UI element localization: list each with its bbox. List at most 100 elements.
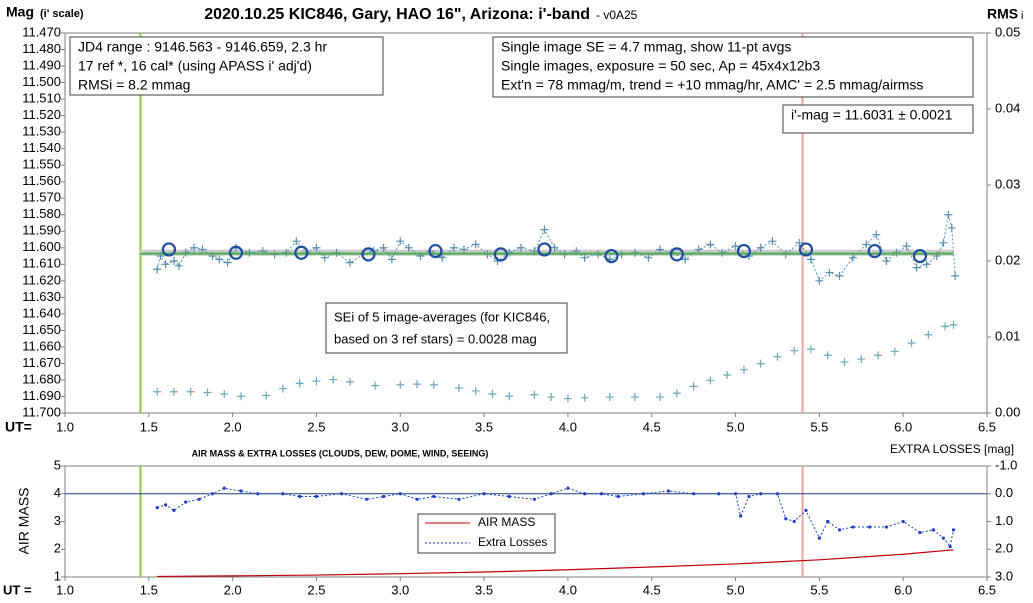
point (210, 492, 215, 496)
y-tick-label: 11.600 (22, 239, 61, 254)
annotation-box (492, 36, 974, 98)
point (948, 544, 952, 549)
y2-tick-label: 0.00 (995, 404, 1020, 419)
average-point (537, 242, 552, 257)
y2-tick-label: 0.02 (995, 252, 1020, 267)
average-point (867, 243, 882, 259)
annotation-text: RMSi = 8.2 mmag (78, 77, 190, 93)
series-line (157, 549, 954, 578)
point (768, 237, 777, 246)
point (641, 492, 645, 496)
x-tick-label: 5.0 (727, 419, 745, 434)
point (320, 253, 329, 262)
point (857, 355, 866, 364)
point (837, 528, 842, 532)
point (345, 258, 354, 267)
point (172, 508, 176, 512)
point (312, 377, 321, 386)
x-tick-label: 6.5 (978, 419, 996, 434)
point (371, 381, 380, 390)
y-tick-label: 1 (54, 568, 61, 583)
chart-title: AIR MASS & EXTRA LOSSES (CLOUDS, DEW, DO… (192, 448, 489, 458)
point (222, 486, 226, 490)
point (901, 519, 905, 524)
annotation-text: JD4 range : 9146.563 - 9146.659, 2.3 hr (78, 39, 327, 55)
x-tick-label: 2.0 (224, 419, 242, 434)
point (295, 379, 304, 388)
point (882, 257, 891, 265)
average-point (912, 248, 928, 264)
point (505, 392, 514, 401)
point (163, 503, 168, 507)
point (198, 245, 207, 254)
x-tick-label: 4.0 (559, 582, 577, 597)
y-tick-label: 11.560 (22, 173, 61, 188)
x-axis-label: UT= (5, 419, 32, 435)
average-point (493, 247, 508, 262)
point (566, 486, 570, 490)
point (848, 253, 857, 262)
point (907, 339, 916, 348)
average-point (294, 245, 309, 260)
annotation-box (325, 302, 568, 354)
x-tick-label: 3.0 (391, 419, 409, 434)
point (482, 492, 486, 496)
point (826, 519, 830, 524)
point (949, 320, 958, 329)
y2-tick-label: 2.0 (995, 541, 1013, 556)
point (823, 351, 832, 360)
point (329, 375, 338, 384)
point (153, 387, 162, 396)
x-tick-label: 5.5 (810, 582, 828, 597)
y-tick-label: 11.530 (22, 124, 61, 139)
point (951, 528, 956, 532)
point (825, 268, 834, 277)
y2-tick-label: -1.0 (995, 457, 1017, 472)
chart-title: 2020.10.25 KIC846, Gary, HAO 16", Arizon… (204, 6, 590, 23)
y-tick-label: 11.500 (22, 74, 61, 89)
y-tick-label: 11.570 (22, 190, 61, 205)
average-point (228, 245, 244, 260)
y2-axis-label: RMS (987, 6, 1018, 22)
annotation-text: Single image SE = 4.7 mmag, show 11-pt a… (501, 39, 791, 55)
point (549, 492, 553, 496)
point (580, 253, 589, 262)
point (563, 394, 572, 403)
x-tick-label: 2.5 (307, 582, 325, 597)
point (912, 263, 921, 272)
point (918, 531, 922, 535)
point (692, 492, 696, 496)
point (449, 243, 458, 252)
point (862, 240, 871, 249)
average-point (604, 248, 619, 264)
y2-tick-label: 0.04 (995, 100, 1020, 115)
point (516, 243, 525, 252)
average-point (428, 243, 443, 259)
point (398, 492, 402, 496)
chart-subtitle: - v0A25 (596, 8, 638, 22)
point (155, 506, 159, 510)
point (281, 492, 285, 496)
x-tick-label: 4.5 (643, 582, 661, 597)
point (944, 210, 953, 219)
x-tick-label: 1.5 (140, 419, 158, 434)
point (438, 253, 447, 262)
point (731, 242, 740, 251)
y2-axis-label-note: i (1021, 10, 1023, 22)
point (239, 489, 243, 493)
series-line (157, 487, 954, 548)
point (404, 243, 413, 252)
y-tick-label: 11.510 (22, 91, 61, 106)
point (739, 365, 748, 374)
point (292, 237, 301, 246)
point (872, 230, 881, 239)
x-tick-label: 3.5 (475, 419, 493, 434)
average-point (736, 243, 752, 259)
series-line (156, 214, 956, 282)
y2-tick-label: 0.05 (995, 24, 1020, 39)
point (706, 376, 715, 385)
point (756, 243, 765, 252)
y-tick-label: 11.640 (22, 305, 61, 320)
y-axis-label: Mag (6, 4, 34, 20)
